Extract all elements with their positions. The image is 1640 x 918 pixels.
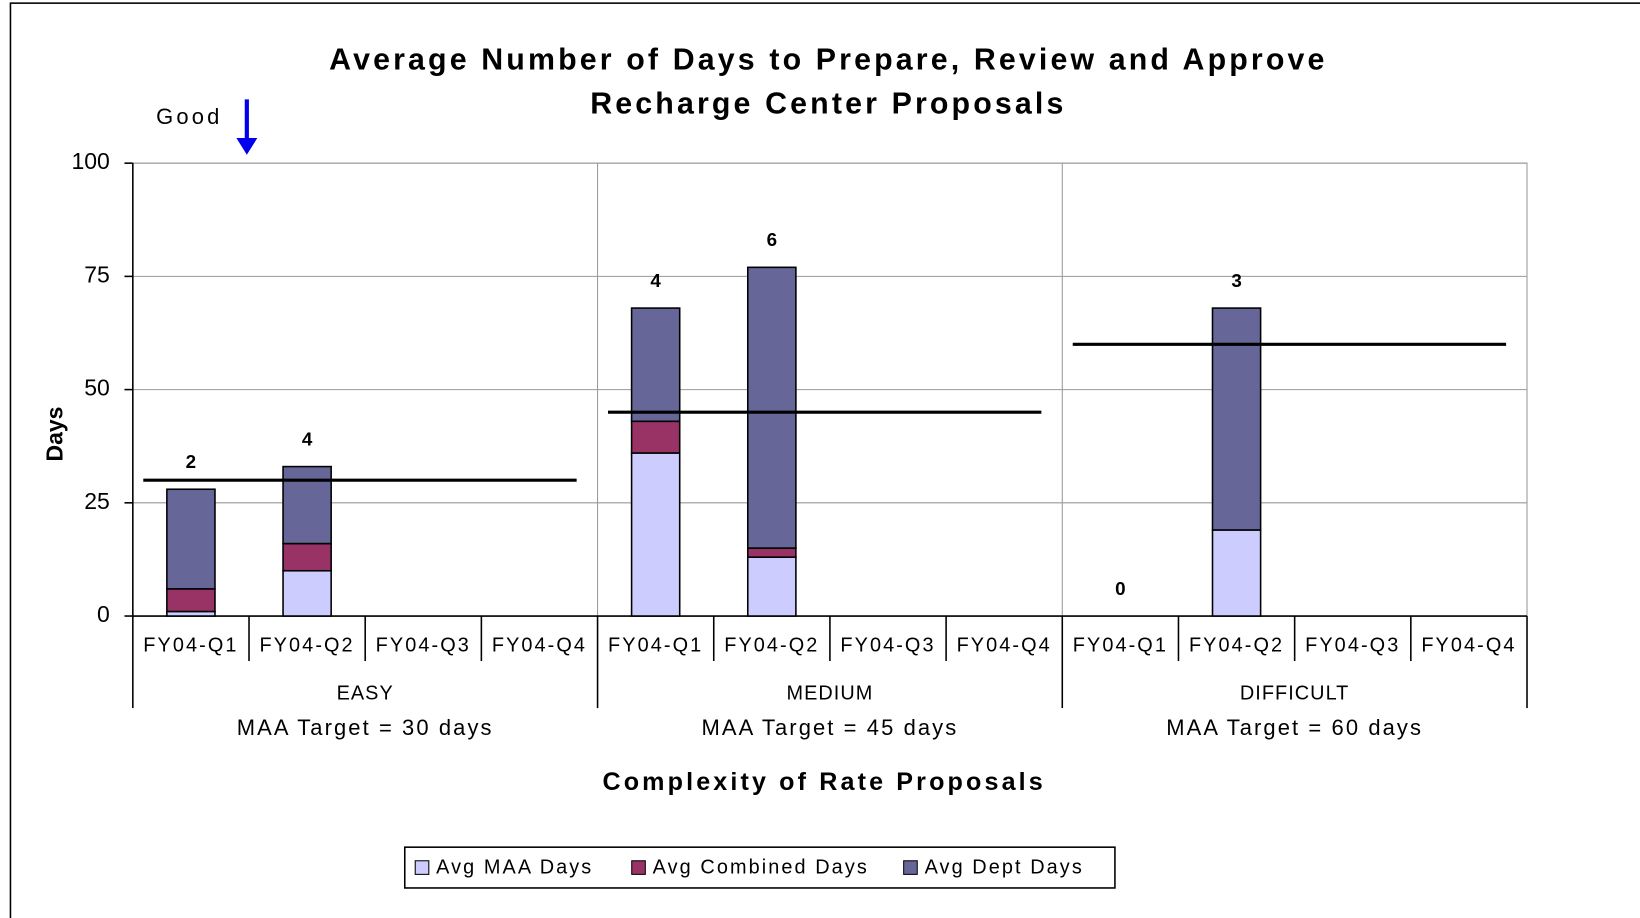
bar-segment [282, 465, 332, 545]
group-note: MAA Target = 45 days [702, 715, 959, 740]
legend-swatch [631, 860, 646, 875]
legend-box [403, 846, 1116, 889]
y-tick-label: 75 [84, 261, 110, 287]
legend-label: Avg MAA Days [436, 856, 593, 878]
count-label: 3 [1231, 270, 1241, 291]
chart-title: Recharge Center Proposals [590, 88, 1066, 121]
count-label: 2 [186, 451, 196, 472]
group-note: MAA Target = 30 days [237, 715, 494, 740]
x-tick-label: FY04-Q2 [259, 635, 354, 657]
x-tick-label: FY04-Q3 [376, 635, 471, 657]
bar-segment [630, 420, 681, 454]
count-label: 0 [1115, 578, 1125, 599]
legend-swatch [903, 860, 918, 875]
bar-segment [1211, 307, 1262, 531]
bar-segment [282, 569, 332, 617]
bar-segment [630, 452, 681, 617]
x-tick-label: FY04-Q1 [143, 635, 238, 657]
group-label: MEDIUM [787, 683, 874, 705]
y-tick-label: 100 [71, 148, 109, 174]
count-label: 4 [302, 428, 313, 449]
group-label: EASY [337, 683, 394, 705]
x-tick-label: FY04-Q1 [1073, 635, 1168, 657]
chart-title: Average Number of Days to Prepare, Revie… [329, 44, 1327, 77]
group-note: MAA Target = 60 days [1166, 715, 1423, 740]
bar-segment [746, 556, 797, 617]
x-tick-label: FY04-Q1 [608, 635, 703, 657]
annotation: Good [156, 104, 222, 129]
x-tick-label: FY04-Q3 [1305, 635, 1400, 657]
x-tick-label: FY04-Q2 [1189, 635, 1284, 657]
x-axis-label: Complexity of Rate Proposals [602, 768, 1045, 796]
x-tick-label: FY04-Q3 [840, 635, 935, 657]
count-label: 4 [650, 270, 661, 291]
count-label: 6 [767, 229, 777, 250]
y-tick-label: 0 [97, 601, 110, 627]
legend-label: Avg Dept Days [925, 856, 1084, 878]
bar-segment [746, 266, 797, 549]
bar-segment [746, 547, 797, 558]
x-tick-label: FY04-Q4 [492, 635, 587, 657]
y-axis-label: Days [42, 407, 68, 462]
bar-segment [1211, 529, 1262, 617]
x-tick-label: FY04-Q2 [724, 635, 819, 657]
frame [9, 2, 1640, 918]
y-tick-label: 50 [84, 375, 110, 401]
x-tick-label: FY04-Q4 [957, 635, 1052, 657]
legend-swatch [414, 860, 430, 875]
bar-segment [166, 588, 216, 613]
legend-label: Avg Combined Days [653, 856, 869, 878]
chart-body: Average Number of Days to Prepare, Revie… [9, 2, 1640, 918]
x-tick-label: FY04-Q4 [1421, 635, 1516, 657]
y-tick-label: 25 [84, 488, 110, 514]
arrow-head [236, 138, 258, 155]
group-label: DIFFICULT [1240, 683, 1349, 705]
bar-segment [282, 542, 332, 572]
bar-segment [166, 488, 216, 590]
bar-segment [630, 307, 681, 423]
